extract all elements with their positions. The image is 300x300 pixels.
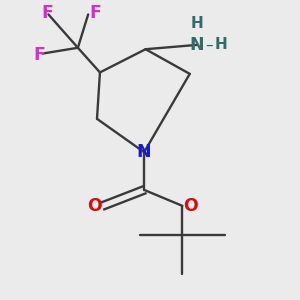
Text: H: H [191,16,203,31]
Text: N: N [137,143,152,161]
Text: –: – [206,38,213,52]
Text: O: O [183,197,198,215]
Text: F: F [90,4,101,22]
Text: N: N [190,36,204,54]
Text: F: F [34,46,46,64]
Text: O: O [87,197,102,215]
Text: F: F [41,4,53,22]
Text: H: H [215,38,228,52]
